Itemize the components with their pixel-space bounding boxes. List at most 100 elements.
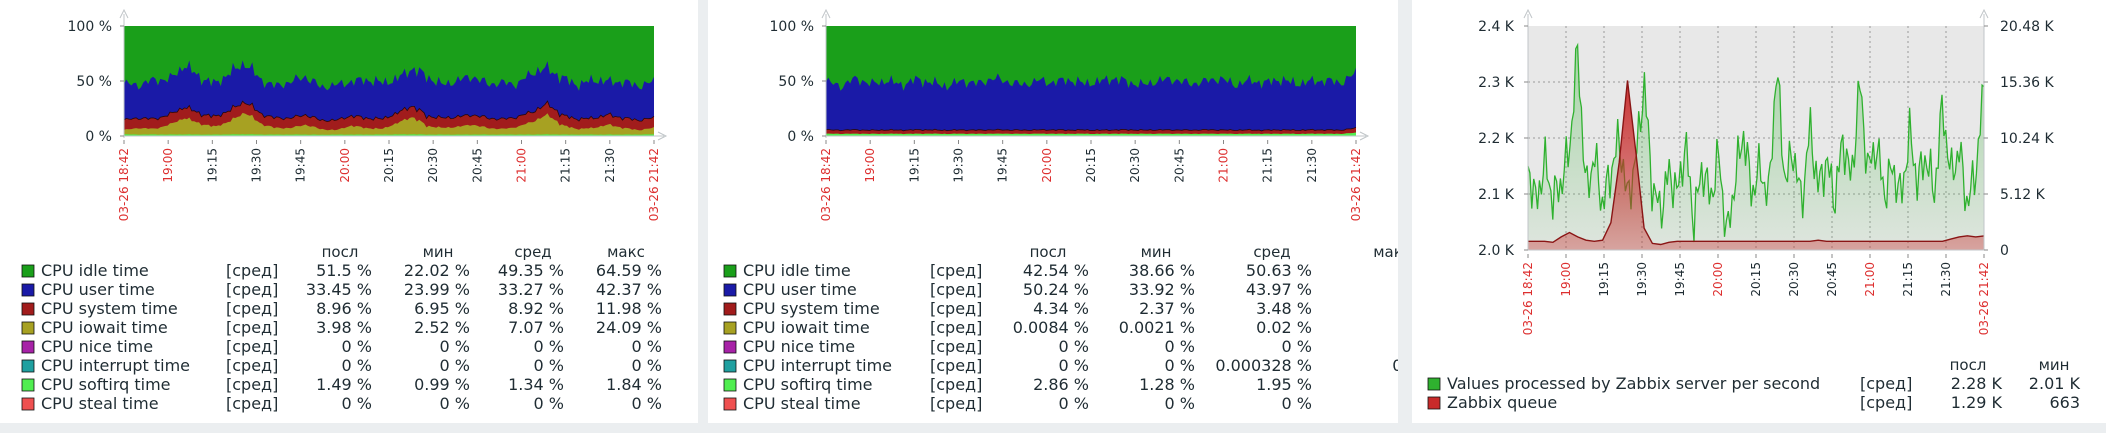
system-time-line xyxy=(123,100,655,123)
x-axis-arrow xyxy=(1359,131,1370,141)
legend-swatch xyxy=(723,378,737,392)
legend-value-avg: 33.27 % xyxy=(498,280,564,299)
legend-value-last: 33.45 % xyxy=(306,280,372,299)
system-time-line xyxy=(825,127,1357,132)
legend-value-last: 0 % xyxy=(342,356,372,375)
x-tick-label: 03-26 18:42 xyxy=(117,148,131,221)
x-tick-label: 03-26 18:42 xyxy=(1521,262,1535,335)
legend-value-avg: 3.48 % xyxy=(1256,299,1312,318)
legend-column-header: мин xyxy=(1141,243,1172,261)
y-right-tick-label: 15.36 K xyxy=(2000,75,2055,91)
legend-value-last: 2.86 % xyxy=(1033,375,1089,394)
legend-function: [сред] xyxy=(226,299,278,318)
x-tick-label: 20:00 xyxy=(1711,262,1725,297)
legend-value-min: 2.01 K xyxy=(2029,374,2081,393)
y-left-tick-label: 2.1 K xyxy=(1478,187,1515,203)
legend-value-max: 11.98 % xyxy=(596,299,662,318)
y-right-tick-label: 0 xyxy=(2000,243,2009,259)
legend-column-header: посл xyxy=(322,243,359,261)
legend-value-avg: 1.34 % xyxy=(508,375,564,394)
x-tick-label: 19:45 xyxy=(294,148,308,183)
legend-function: [сред] xyxy=(930,356,982,375)
y-left-tick-label: 2.3 K xyxy=(1478,75,1515,91)
y-right-tick-label: 10.24 K xyxy=(2000,131,2055,147)
legend-swatch xyxy=(21,340,35,354)
x-tick-label: 21:30 xyxy=(603,148,617,183)
x-tick-label: 20:30 xyxy=(1128,148,1142,183)
x-tick-label: 21:15 xyxy=(559,148,573,183)
legend-value-last: 0 % xyxy=(1059,394,1089,413)
legend-value-last: 3.98 % xyxy=(316,318,372,337)
legend-value-max: 1.84 % xyxy=(606,375,662,394)
legend-value-min: 33.92 % xyxy=(1129,280,1195,299)
x-tick-label: 20:15 xyxy=(1084,148,1098,183)
legend-value-max: 0.004 xyxy=(1392,356,1398,375)
legend-value-last: 1.49 % xyxy=(316,375,372,394)
legend-value-avg: 0.02 % xyxy=(1256,318,1312,337)
y-tick-label: 0 % xyxy=(787,129,814,145)
legend-series-name: CPU interrupt time xyxy=(41,356,190,375)
y-right-axis-arrow xyxy=(1979,8,1989,19)
legend-series-name: CPU interrupt time xyxy=(743,356,892,375)
legend-function: [сред] xyxy=(930,280,982,299)
legend-value-max: 24.09 % xyxy=(596,318,662,337)
legend-function: [сред] xyxy=(930,261,982,280)
legend-value-max: 42.37 % xyxy=(596,280,662,299)
legend-value-last: 4.34 % xyxy=(1033,299,1089,318)
legend-value-min: 0.99 % xyxy=(414,375,470,394)
x-tick-label: 19:30 xyxy=(1635,262,1649,297)
x-tick-label: 19:15 xyxy=(1597,262,1611,297)
cpu-utilization-graph-1: 100 % 50 % 0 % 03-26 18:42 19:00 19:15 19:30 19… xyxy=(21,8,668,413)
legend-swatch xyxy=(1427,377,1441,391)
x-tick-label: 20:00 xyxy=(1040,148,1054,183)
legend-function: [сред] xyxy=(226,394,278,413)
x-tick-label: 20:15 xyxy=(1749,262,1763,297)
y-axis-arrow xyxy=(119,8,129,19)
x-tick-label: 19:45 xyxy=(1673,262,1687,297)
x-tick-label: 19:00 xyxy=(161,148,175,183)
legend-column-header: сред xyxy=(514,243,551,261)
legend-value-last: 2.28 K xyxy=(1951,374,2003,393)
legend-value-min: 0 % xyxy=(440,337,470,356)
legend-value-last: 1.29 K xyxy=(1951,393,2003,412)
legend-function: [сред] xyxy=(1860,374,1912,393)
legend-swatch xyxy=(1427,396,1441,410)
x-tick-label: 20:45 xyxy=(470,148,484,183)
legend-function: [сред] xyxy=(226,375,278,394)
legend-value-min: 0 % xyxy=(440,356,470,375)
y-left-tick-label: 2.4 K xyxy=(1478,19,1515,35)
legend-function: [сред] xyxy=(226,356,278,375)
zabbix-queue-line xyxy=(1528,80,1985,246)
y-right-tick-label: 5.12 K xyxy=(2000,187,2046,203)
legend-swatch xyxy=(723,283,737,297)
x-tick-label: 19:15 xyxy=(907,148,921,183)
legend-function: [сред] xyxy=(1860,393,1912,412)
legend-series-name: CPU iowait time xyxy=(743,318,870,337)
legend-value-min: 23.99 % xyxy=(404,280,470,299)
legend-series-name: CPU user time xyxy=(41,280,155,299)
legend-series-name: CPU idle time xyxy=(41,261,149,280)
legend-value-avg: 0 % xyxy=(534,356,564,375)
legend-value-min: 0.0021 % xyxy=(1119,318,1195,337)
legend-column-header: макс xyxy=(607,243,645,261)
legend-series-name: CPU iowait time xyxy=(41,318,168,337)
legend-swatch xyxy=(21,321,35,335)
legend-series-name: CPU steal time xyxy=(743,394,861,413)
legend-value-min: 0 % xyxy=(1165,394,1195,413)
cpu-utilization-graph-panel-2: 100 % 50 % 0 % 03-26 18:42 19:00 19:15 19:30 19… xyxy=(708,0,1398,423)
legend-value-last: 0 % xyxy=(1059,337,1089,356)
legend-series-name: CPU steal time xyxy=(41,394,159,413)
x-tick-label: 21:30 xyxy=(1939,262,1953,297)
legend-value-min: 0 % xyxy=(440,394,470,413)
y-left-axis-arrow xyxy=(1523,8,1533,19)
legend-swatch xyxy=(723,321,737,335)
legend-value-last: 0 % xyxy=(342,394,372,413)
x-tick-label: 21:30 xyxy=(1305,148,1319,183)
y-tick-label: 50 % xyxy=(76,74,112,90)
y-tick-label: 100 % xyxy=(770,19,814,35)
x-tick-label: 19:00 xyxy=(863,148,877,183)
legend-series-name: Zabbix queue xyxy=(1447,393,1557,412)
legend-function: [сред] xyxy=(930,375,982,394)
zabbix-server-performance-graph-panel: 2.4 K 2.3 K 2.2 K 2.1 K 2.0 K 20.48 K 15.36 K 1… xyxy=(1412,0,2106,423)
y-axis-arrow xyxy=(821,8,831,19)
